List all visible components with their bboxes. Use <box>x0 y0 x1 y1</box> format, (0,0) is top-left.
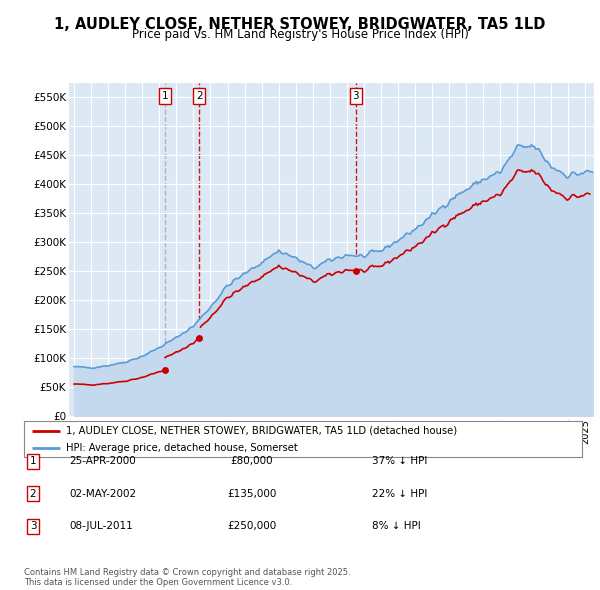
Text: 02-MAY-2002: 02-MAY-2002 <box>69 489 136 499</box>
Text: 8% ↓ HPI: 8% ↓ HPI <box>372 522 421 531</box>
Text: 08-JUL-2011: 08-JUL-2011 <box>69 522 133 531</box>
Text: 22% ↓ HPI: 22% ↓ HPI <box>372 489 427 499</box>
Text: £135,000: £135,000 <box>227 489 277 499</box>
Text: 1, AUDLEY CLOSE, NETHER STOWEY, BRIDGWATER, TA5 1LD: 1, AUDLEY CLOSE, NETHER STOWEY, BRIDGWAT… <box>55 17 545 31</box>
Text: 3: 3 <box>29 522 37 531</box>
Text: £250,000: £250,000 <box>227 522 277 531</box>
Text: 1: 1 <box>161 91 168 101</box>
Text: 2: 2 <box>29 489 37 499</box>
Text: 25-APR-2000: 25-APR-2000 <box>69 457 136 466</box>
Text: 1: 1 <box>29 457 37 466</box>
Text: 2: 2 <box>196 91 203 101</box>
Text: HPI: Average price, detached house, Somerset: HPI: Average price, detached house, Some… <box>66 443 298 453</box>
Text: 1, AUDLEY CLOSE, NETHER STOWEY, BRIDGWATER, TA5 1LD (detached house): 1, AUDLEY CLOSE, NETHER STOWEY, BRIDGWAT… <box>66 425 457 435</box>
Text: £80,000: £80,000 <box>230 457 274 466</box>
Text: 3: 3 <box>352 91 359 101</box>
Text: Price paid vs. HM Land Registry's House Price Index (HPI): Price paid vs. HM Land Registry's House … <box>131 28 469 41</box>
Text: 37% ↓ HPI: 37% ↓ HPI <box>372 457 427 466</box>
Text: Contains HM Land Registry data © Crown copyright and database right 2025.
This d: Contains HM Land Registry data © Crown c… <box>24 568 350 587</box>
